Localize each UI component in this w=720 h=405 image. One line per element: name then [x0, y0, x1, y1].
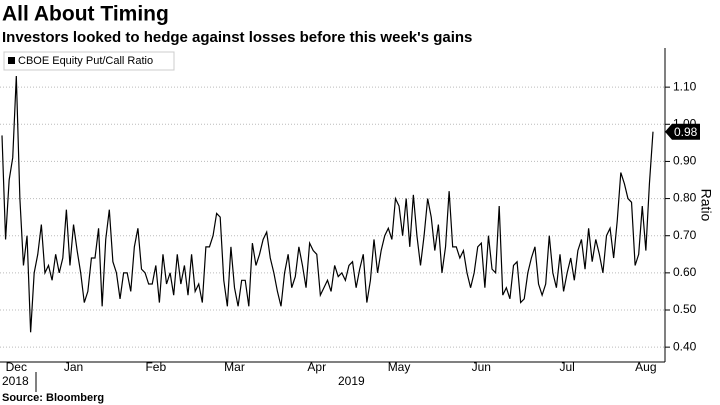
x-tick-label: Aug — [635, 360, 656, 374]
y-tick-label: 0.50 — [673, 302, 697, 316]
x-tick-label: May — [388, 360, 411, 374]
y-tick-label: 0.90 — [673, 154, 697, 168]
last-value-marker — [665, 123, 700, 140]
chart-title: All About Timing — [2, 3, 169, 26]
x-tick-label: Jul — [559, 360, 574, 374]
y-axis-label: Ratio — [698, 189, 714, 222]
x-tick-label: Jun — [472, 360, 491, 374]
y-tick-label: 1.10 — [673, 79, 697, 93]
source: Source: Bloomberg — [2, 392, 104, 404]
year-label: 2018 — [2, 374, 29, 388]
legend-swatch — [8, 57, 15, 64]
y-tick-label: 0.80 — [673, 191, 697, 205]
x-tick-label: Dec — [6, 360, 27, 374]
legend-label: CBOE Equity Put/Call Ratio — [18, 55, 153, 67]
legend-box — [3, 51, 175, 71]
x-tick-label: Mar — [224, 360, 245, 374]
y-tick-label: 0.70 — [673, 228, 697, 242]
year-label: 2019 — [338, 374, 365, 388]
y-tick-label: 0.60 — [673, 265, 697, 279]
x-tick-label: Jan — [64, 360, 83, 374]
y-tick-label: 0.40 — [673, 339, 697, 353]
x-tick-label: Apr — [307, 360, 326, 374]
data-line — [1, 75, 654, 333]
chart-subtitle: Investors looked to hedge against losses… — [2, 29, 472, 46]
x-tick-label: Feb — [145, 360, 166, 374]
last-value-label: 0.98 — [674, 125, 698, 139]
